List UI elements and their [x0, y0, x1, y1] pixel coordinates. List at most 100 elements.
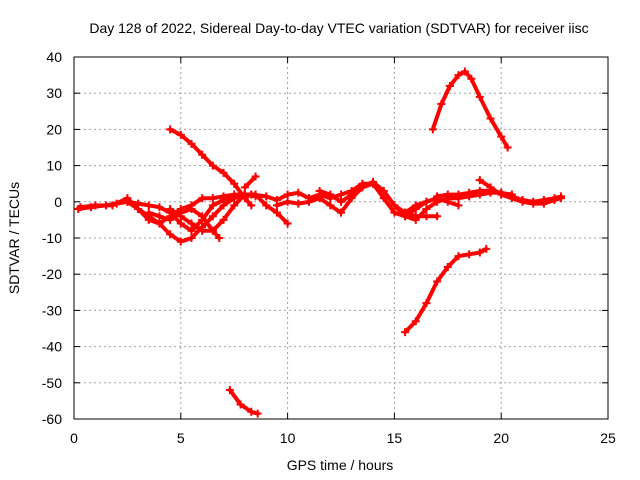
data-point [187, 234, 196, 242]
y-tick-label: -60 [42, 411, 62, 427]
series-trace-10 [272, 177, 516, 224]
data-point [369, 179, 378, 188]
data-point [428, 125, 437, 134]
series-trace-8 [225, 386, 262, 418]
data-point [347, 190, 356, 199]
data-point [390, 208, 399, 217]
data-point [467, 74, 476, 83]
data-point [219, 168, 228, 177]
data-point [208, 194, 217, 203]
x-axis-label: GPS time / hours [287, 457, 394, 473]
y-tick-label: -30 [42, 302, 62, 318]
data-point [486, 183, 495, 192]
data-point [326, 201, 335, 210]
series-line [430, 69, 510, 150]
chart-title: Day 128 of 2022, Sidereal Day-to-day VTE… [89, 20, 588, 36]
data-point [315, 194, 324, 203]
data-point [240, 183, 249, 192]
data-point [219, 201, 228, 210]
data-point [272, 201, 281, 210]
data-point [379, 194, 388, 203]
series-trace-12 [401, 194, 463, 217]
series-trace-6 [166, 125, 256, 210]
data-point [208, 226, 217, 235]
data-point [294, 199, 303, 208]
series-line [227, 388, 260, 416]
data-point [443, 262, 452, 271]
data-point [187, 219, 196, 228]
data-point [411, 317, 420, 326]
data-point [187, 205, 196, 214]
data-point [315, 186, 324, 195]
series-trace-15 [428, 67, 512, 152]
x-tick-label: 5 [177, 430, 185, 446]
data-point [166, 125, 175, 134]
data-point [443, 197, 452, 206]
data-point [390, 201, 399, 210]
data-point [379, 186, 388, 195]
data-point [187, 226, 196, 235]
data-point [166, 230, 175, 239]
series-trace-5 [166, 190, 292, 235]
x-tick-labels: 0 5 10 15 20 25 [70, 430, 616, 446]
data-point [401, 208, 410, 217]
y-tick-label: 30 [46, 85, 62, 101]
data-point [76, 203, 85, 212]
data-point [443, 190, 452, 199]
data-point [529, 199, 538, 208]
y-tick-label: -20 [42, 266, 62, 282]
data-point [422, 197, 431, 206]
data-point [411, 201, 420, 210]
series-line [242, 174, 258, 190]
y-tick-label: 10 [46, 158, 62, 174]
data-point [507, 194, 516, 203]
data-point [497, 132, 506, 141]
data-point [304, 197, 313, 206]
data-point [454, 190, 463, 199]
x-tick-label: 10 [280, 430, 296, 446]
y-tick-label: -10 [42, 230, 62, 246]
data-point [155, 203, 164, 212]
data-point [550, 195, 559, 204]
data-point [422, 212, 431, 221]
data-point [144, 201, 153, 210]
data-point [475, 186, 484, 195]
data-series [74, 67, 566, 418]
data-point [475, 92, 484, 101]
data-point [187, 139, 196, 148]
grid [74, 57, 608, 419]
data-point [283, 190, 292, 199]
data-point [166, 205, 175, 214]
data-point [486, 114, 495, 123]
data-point [134, 205, 143, 214]
data-point [225, 386, 234, 395]
data-point [445, 81, 454, 90]
data-point [219, 192, 228, 201]
series-line [168, 192, 290, 233]
data-point [465, 188, 474, 197]
y-tick-label: 20 [46, 121, 62, 137]
data-point [422, 205, 431, 214]
data-point [198, 194, 207, 203]
data-point [283, 219, 292, 228]
y-tick-label: 0 [54, 194, 62, 210]
data-point [247, 407, 256, 416]
data-point [437, 100, 446, 109]
y-tick-label: 40 [46, 49, 62, 65]
data-point [236, 400, 245, 409]
data-point [208, 212, 217, 221]
y-tick-label: -40 [42, 339, 62, 355]
data-point [422, 299, 431, 308]
data-point [326, 190, 335, 199]
data-point [262, 201, 271, 210]
data-point [503, 143, 512, 152]
y-tick-label: -50 [42, 375, 62, 391]
data-point [557, 194, 566, 203]
data-point [294, 188, 303, 197]
series-trace-16 [401, 244, 491, 337]
data-point [539, 199, 548, 208]
x-tick-label: 20 [493, 430, 509, 446]
data-point [272, 208, 281, 217]
data-point [198, 150, 207, 159]
